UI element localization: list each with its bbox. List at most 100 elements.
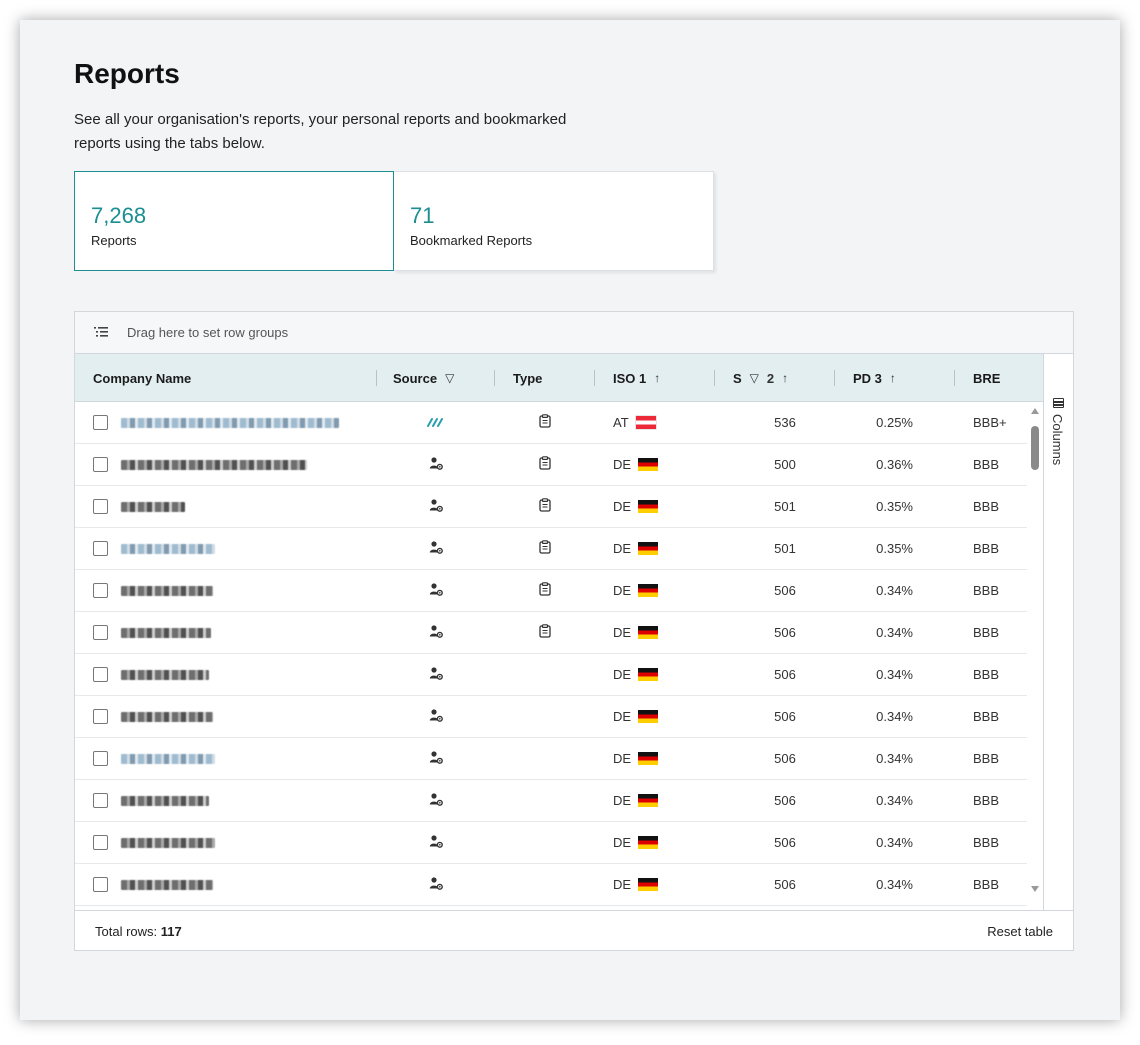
col-header-iso[interactable]: ISO 1 ↑ bbox=[595, 354, 715, 402]
col-header-score[interactable]: S ▽ 2 ↑ bbox=[715, 354, 835, 402]
row-group-drop-zone[interactable]: Drag here to set row groups bbox=[75, 312, 1073, 354]
score-value: 506 bbox=[774, 751, 796, 766]
row-checkbox[interactable] bbox=[93, 541, 108, 556]
row-checkbox[interactable] bbox=[93, 835, 108, 850]
row-checkbox[interactable] bbox=[93, 457, 108, 472]
reset-table-button[interactable]: Reset table bbox=[987, 924, 1053, 939]
rating-value: BBB bbox=[973, 625, 1000, 640]
rating-value: BBB+ bbox=[973, 415, 1007, 430]
rating-value: BBB bbox=[973, 667, 1000, 682]
iso-code: DE bbox=[613, 793, 632, 808]
filter-icon[interactable]: ▽ bbox=[749, 371, 759, 385]
row-checkbox[interactable] bbox=[93, 877, 108, 892]
tile-reports[interactable]: 7,268 Reports bbox=[74, 171, 394, 271]
user-gear-icon bbox=[429, 792, 443, 809]
pd-value: 0.34% bbox=[876, 793, 913, 808]
iso-cell: DE bbox=[613, 864, 659, 905]
sort-asc-icon[interactable]: ↑ bbox=[889, 371, 896, 385]
page-title: Reports bbox=[74, 58, 180, 89]
company-name-redacted[interactable] bbox=[121, 543, 215, 554]
table-row[interactable]: DE 506 0.34% BBB bbox=[75, 654, 1027, 696]
score-cell: 506 bbox=[715, 654, 835, 695]
table-row[interactable]: DE 506 0.34% BBB bbox=[75, 780, 1027, 822]
columns-side-panel[interactable]: Columns bbox=[1043, 354, 1073, 910]
col-header-bre[interactable]: BRE bbox=[955, 354, 1043, 402]
filter-icon[interactable]: ▽ bbox=[445, 371, 455, 385]
col-header-pd[interactable]: PD 3 ↑ bbox=[835, 354, 955, 402]
iso-code: DE bbox=[613, 877, 632, 892]
user-gear-icon bbox=[429, 582, 443, 599]
sort-asc-icon[interactable]: ↑ bbox=[782, 371, 789, 385]
pd-value: 0.34% bbox=[876, 667, 913, 682]
row-checkbox[interactable] bbox=[93, 709, 108, 724]
row-checkbox[interactable] bbox=[93, 667, 108, 682]
table-row[interactable]: DE 501 0.35% BBB bbox=[75, 528, 1027, 570]
table-row[interactable]: DE 500 0.36% BBB bbox=[75, 444, 1027, 486]
source-cell bbox=[377, 528, 495, 569]
tile-bookmarked-reports[interactable]: 71 Bookmarked Reports bbox=[394, 171, 714, 271]
table-row[interactable]: DE 506 0.34% BBB bbox=[75, 570, 1027, 612]
company-name-redacted[interactable] bbox=[121, 459, 307, 470]
source-cell bbox=[377, 864, 495, 905]
rating-value: BBB bbox=[973, 499, 1000, 514]
flag-de-icon bbox=[638, 458, 659, 471]
company-name-redacted[interactable] bbox=[121, 585, 213, 596]
iso-code: AT bbox=[613, 415, 629, 430]
score-value: 500 bbox=[774, 457, 796, 472]
company-name-redacted[interactable] bbox=[121, 795, 209, 806]
company-name-redacted[interactable] bbox=[121, 753, 215, 764]
row-checkbox[interactable] bbox=[93, 751, 108, 766]
pd-value: 0.34% bbox=[876, 625, 913, 640]
row-checkbox[interactable] bbox=[93, 625, 108, 640]
rating-value: BBB bbox=[973, 751, 1000, 766]
score-cell: 536 bbox=[715, 402, 835, 443]
col-header-label: PD 3 bbox=[853, 370, 882, 386]
row-checkbox[interactable] bbox=[93, 583, 108, 598]
table-row[interactable]: AT 536 0.25% BBB+ bbox=[75, 402, 1027, 444]
company-name-redacted[interactable] bbox=[121, 711, 213, 722]
pd-cell: 0.25% bbox=[835, 402, 955, 443]
company-name-redacted[interactable] bbox=[121, 627, 211, 638]
score-value: 506 bbox=[774, 835, 796, 850]
col-header-company-name[interactable]: Company Name bbox=[75, 354, 377, 402]
pd-value: 0.34% bbox=[876, 751, 913, 766]
row-select-cell bbox=[93, 738, 215, 779]
iso-code: DE bbox=[613, 625, 632, 640]
company-name-redacted[interactable] bbox=[121, 669, 209, 680]
flag-de-icon bbox=[638, 752, 659, 765]
row-checkbox[interactable] bbox=[93, 793, 108, 808]
sort-asc-icon[interactable]: ↑ bbox=[654, 371, 661, 385]
table-row[interactable]: DE 506 0.34% BBB bbox=[75, 864, 1027, 906]
row-checkbox[interactable] bbox=[93, 499, 108, 514]
company-name-redacted[interactable] bbox=[121, 837, 215, 848]
table-row[interactable]: DE 506 0.34% BBB bbox=[75, 696, 1027, 738]
type-cell bbox=[495, 528, 595, 569]
row-checkbox[interactable] bbox=[93, 415, 108, 430]
scroll-down-arrow-icon[interactable] bbox=[1031, 886, 1039, 892]
source-cell bbox=[377, 486, 495, 527]
company-name-redacted[interactable] bbox=[121, 501, 185, 512]
flag-de-icon bbox=[638, 542, 659, 555]
company-name-redacted[interactable] bbox=[121, 417, 339, 428]
table-row[interactable]: DE 506 0.34% BBB bbox=[75, 612, 1027, 654]
col-header-type[interactable]: Type bbox=[495, 354, 595, 402]
pd-value: 0.34% bbox=[876, 583, 913, 598]
user-gear-icon bbox=[429, 876, 443, 893]
table-row[interactable]: DE 506 0.34% BBB bbox=[75, 738, 1027, 780]
pd-value: 0.34% bbox=[876, 877, 913, 892]
table-row[interactable]: DE 506 0.34% BBB bbox=[75, 822, 1027, 864]
score-value: 506 bbox=[774, 583, 796, 598]
table-row[interactable]: DE 501 0.35% BBB bbox=[75, 486, 1027, 528]
row-select-cell bbox=[93, 486, 185, 527]
iso-cell: DE bbox=[613, 696, 659, 737]
vertical-scroll-thumb[interactable] bbox=[1031, 426, 1039, 470]
flag-de-icon bbox=[638, 584, 659, 597]
col-header-source[interactable]: Source ▽ bbox=[377, 354, 495, 402]
company-name-redacted[interactable] bbox=[121, 879, 213, 890]
pd-cell: 0.36% bbox=[835, 444, 955, 485]
score-cell: 506 bbox=[715, 822, 835, 863]
scroll-up-arrow-icon[interactable] bbox=[1031, 408, 1039, 414]
score-cell: 500 bbox=[715, 444, 835, 485]
tile-reports-count: 7,268 bbox=[91, 203, 147, 228]
vertical-scrollbar[interactable] bbox=[1027, 402, 1043, 910]
